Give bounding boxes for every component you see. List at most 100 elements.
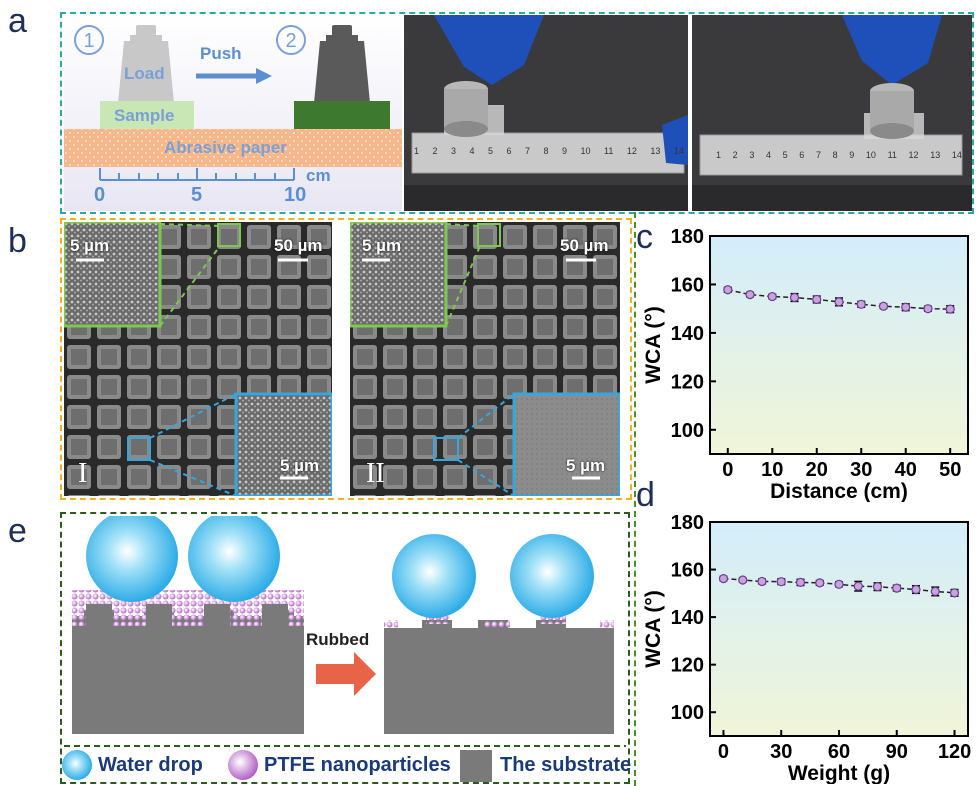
panel-letter-c: c [636, 218, 653, 256]
data-point [834, 579, 844, 589]
y-axis-label: WCA (°) [642, 590, 665, 668]
sem-I-label: I [78, 458, 88, 489]
data-point [923, 304, 933, 314]
y-tick-label: 140 [671, 323, 704, 345]
step-1-badge [74, 25, 104, 55]
photo-step-2 [692, 15, 972, 211]
y-tick-label: 120 [671, 371, 704, 393]
x-tick-label: 0 [718, 741, 729, 763]
y-axis-label: WCA (°) [642, 306, 665, 384]
sem-II-main-scale: 50 µm [560, 236, 609, 255]
sample-label: Sample [114, 106, 175, 125]
y-tick-label: 140 [671, 607, 704, 629]
ruler-tick-5: 5 [191, 184, 203, 206]
substrate-base-before [72, 626, 304, 734]
data-point [815, 578, 825, 588]
legend-ptfe-label: PTFE nanoparticles [264, 754, 451, 776]
data-point [945, 304, 955, 314]
panel-letter-d: d [636, 476, 655, 514]
panel-letter-b: b [8, 222, 27, 260]
x-tick-label: 60 [828, 741, 850, 763]
steel-ruler [699, 134, 963, 176]
data-point [901, 302, 911, 312]
bottom-inset [234, 392, 332, 496]
legend-water-drop-icon [62, 750, 92, 780]
data-point [718, 573, 729, 584]
ptfe-residue-after [426, 616, 450, 624]
x-tick-label: 120 [938, 741, 971, 763]
rubbed-arrow [316, 652, 376, 696]
water-drop-1 [86, 516, 178, 602]
blue-glove [434, 15, 544, 85]
chart-wca-vs-distance: 100 120 140 160 180 0 10 20 30 40 50 Distance (cm) W… [642, 226, 969, 502]
top-zoom-box [217, 223, 241, 247]
rubbed-label: Rubbed [306, 630, 370, 649]
push-test-schematic: 1 2 [64, 15, 402, 211]
x-tick-label: 30 [770, 741, 792, 763]
data-point [949, 588, 960, 598]
bottom-inset [512, 392, 620, 496]
x-tick-label: 20 [806, 459, 828, 481]
data-point [757, 576, 767, 587]
water-drop-3 [392, 534, 476, 618]
y-tick-label: 100 [671, 420, 704, 442]
ruler-numbers-2: 1 2 3 4 5 6 7 8 9 10 11 12 13 14 [716, 150, 962, 160]
data-point [795, 577, 806, 587]
top-inset [64, 222, 162, 328]
sem-I-main-scale: 50 µm [274, 236, 323, 255]
legend-substrate-swatch [460, 750, 492, 782]
substrate-after [384, 628, 614, 734]
push-arrow [256, 68, 272, 84]
data-point [853, 581, 863, 591]
x-tick-label: 10 [761, 459, 783, 481]
data-point [789, 292, 800, 303]
sample-block-moved [294, 101, 390, 129]
x-tick-label: 90 [886, 741, 908, 763]
steel-ruler [411, 132, 685, 174]
step-2-badge [276, 25, 306, 55]
data-point [856, 299, 866, 309]
step-1-number: 1 [83, 30, 94, 52]
data-point [723, 285, 733, 295]
panel-a-frame [60, 12, 974, 214]
rubbing-schematic [64, 516, 626, 747]
abrasive-paper-label: Abrasive paper [164, 138, 287, 157]
y-tick-label: 180 [671, 226, 704, 248]
sample-block [100, 101, 194, 129]
scale-ruler [99, 168, 295, 181]
x-tick-label: 50 [939, 459, 961, 481]
chart-wca-vs-weight: 100 120 140 160 180 0 30 60 90 120 Weight (g) WCA (… [642, 512, 971, 784]
data-point [872, 582, 883, 592]
plot-area [709, 521, 969, 737]
data-point [911, 584, 921, 595]
x-axis-label: Weight (g) [788, 762, 890, 784]
panel-cd-frame [634, 212, 977, 786]
top-zoom-box [477, 223, 501, 247]
legend-water-drop-label: Water drop [98, 754, 203, 776]
sem-II-bottom-inset-scale: 5 µm [566, 456, 606, 475]
load-weight-1 [118, 25, 174, 103]
panel-letter-e: e [8, 512, 27, 550]
x-axis-label: Distance (cm) [770, 480, 908, 502]
legend-substrate-label: The substrate [500, 754, 632, 776]
y-tick-label: 160 [671, 560, 704, 582]
sem-I-top-inset-scale: 5 µm [70, 236, 110, 255]
top-inset [350, 222, 448, 328]
sem-II-top-inset-scale: 5 µm [362, 236, 402, 255]
sem-I-bottom-inset-scale: 5 µm [280, 456, 320, 475]
data-point [767, 291, 777, 302]
x-tick-label: 30 [850, 459, 872, 481]
ruler-unit-label: cm [306, 166, 331, 185]
data-point [776, 577, 786, 587]
push-label: Push [200, 44, 242, 63]
data-point [834, 297, 844, 307]
plot-area [709, 235, 969, 455]
sem-image-II [350, 222, 620, 496]
abrasive-paper [64, 129, 402, 167]
load-label: Load [124, 64, 165, 83]
data-point [878, 301, 889, 311]
data-point [745, 290, 755, 300]
ruler-numbers-1: 1 2 3 4 5 6 7 8 9 10 11 12 13 14 [414, 146, 684, 156]
step-2-number: 2 [285, 30, 296, 52]
bottom-zoom-box [127, 437, 151, 461]
